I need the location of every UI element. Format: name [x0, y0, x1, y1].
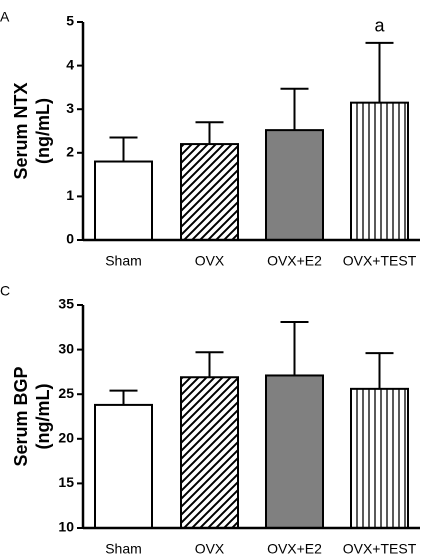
x-tick-label: OVX [195, 253, 225, 269]
x-tick-label: OVX+E2 [267, 541, 322, 557]
y-tick-label: 10 [58, 519, 74, 535]
x-tick-label: OVX+TEST [343, 253, 417, 269]
x-tick-label: OVX+E2 [267, 253, 322, 269]
y-tick-label: 0 [66, 231, 74, 247]
bar [265, 374, 324, 529]
x-tick-label: OVX [195, 541, 225, 557]
y-tick-label: 20 [58, 430, 74, 446]
y-tick-label: 1 [66, 187, 74, 203]
y-axis-label: (ng/mL) [33, 384, 53, 450]
y-axis-label: (ng/mL) [33, 98, 53, 164]
bar [94, 403, 153, 529]
bar [265, 129, 324, 242]
y-axis-label: Serum BGP [11, 366, 31, 466]
x-tick-label: Sham [105, 541, 142, 557]
y-tick-label: 35 [58, 296, 74, 312]
bar [180, 376, 239, 530]
bar [350, 387, 409, 529]
y-tick-label: 5 [66, 13, 74, 29]
y-axis-label: Serum NTX [11, 82, 31, 179]
bar [350, 101, 409, 241]
annotation: a [374, 16, 385, 36]
panel-label: C [0, 283, 10, 299]
y-tick-label: 15 [58, 474, 74, 490]
x-tick-label: OVX+TEST [343, 541, 417, 557]
y-tick-label: 25 [58, 385, 74, 401]
y-tick-label: 2 [66, 144, 74, 160]
y-tick-label: 3 [66, 100, 74, 116]
y-tick-label: 4 [66, 56, 74, 72]
panel-label: A [0, 9, 10, 25]
bar [180, 143, 239, 241]
x-tick-label: Sham [105, 253, 142, 269]
y-tick-label: 30 [58, 340, 74, 356]
bar [94, 160, 153, 242]
